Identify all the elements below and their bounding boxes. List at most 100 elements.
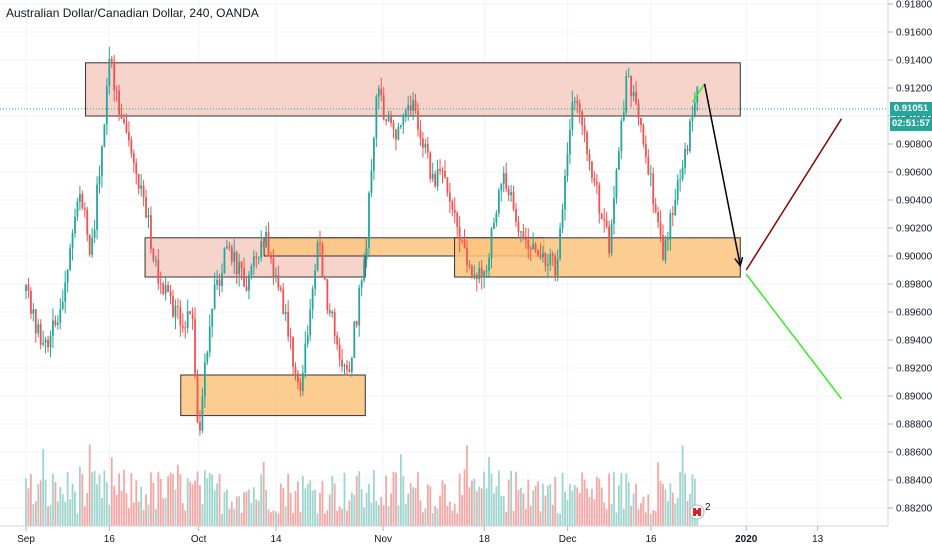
candle-body: [537, 250, 539, 256]
candle-body: [64, 282, 67, 302]
volume-bar: [265, 489, 267, 526]
volume-bar: [620, 472, 623, 526]
candle-body: [382, 95, 385, 120]
candle-body: [662, 235, 664, 261]
candle-body: [593, 178, 596, 182]
candle-body: [39, 324, 42, 345]
candle-body: [595, 181, 598, 185]
volume-bar: [397, 505, 400, 526]
candle-body: [637, 103, 640, 119]
x-tick-label: 2020: [735, 534, 758, 545]
candle-body: [350, 357, 353, 372]
volume-bar: [490, 473, 493, 526]
candle-body: [47, 339, 49, 348]
volume-bar: [581, 472, 584, 526]
support-zone[interactable]: [180, 374, 366, 417]
countdown-label: 02:51:57: [890, 116, 932, 131]
candle-body: [255, 256, 258, 258]
candle-body: [240, 261, 243, 269]
volume-bar: [350, 492, 353, 526]
volume-bar: [664, 489, 667, 526]
candle-body: [101, 146, 103, 176]
volume-bar: [426, 484, 429, 526]
volume-bar: [218, 473, 221, 526]
candle-body: [25, 284, 27, 291]
candle-body: [186, 311, 189, 328]
candle-body: [228, 246, 231, 248]
volume-bar: [167, 476, 169, 526]
y-tick-label: 0.89200: [896, 364, 932, 375]
volume-bar: [113, 485, 116, 526]
darkred-trend-line[interactable]: [745, 118, 843, 271]
price-axis[interactable]: 0.918000.916000.914000.912000.910000.908…: [887, 0, 932, 526]
green-trend-line[interactable]: [745, 273, 843, 400]
volume-bar: [561, 472, 564, 526]
candle-body: [520, 231, 522, 233]
support-zone[interactable]: [454, 237, 741, 278]
candle-body: [644, 144, 647, 157]
candle-body: [74, 216, 76, 234]
candle-body: [230, 247, 233, 262]
y-tick-label: 0.88400: [896, 476, 932, 487]
volume-bar: [502, 496, 505, 526]
volume-bar: [569, 483, 571, 526]
volume-bar: [539, 511, 542, 526]
volume-bar: [248, 489, 250, 526]
y-tick-label: 0.89800: [896, 280, 932, 291]
green-trend-line[interactable]: [692, 83, 706, 103]
y-tick-label: 0.91400: [896, 56, 932, 67]
candle-body: [44, 339, 47, 343]
drawings[interactable]: [692, 83, 843, 400]
volume-bar: [130, 473, 133, 526]
black-trend-arrow[interactable]: [703, 83, 742, 266]
candle-body: [177, 305, 179, 307]
volume-bar: [556, 512, 559, 526]
candle-body: [333, 312, 336, 336]
candle-body: [42, 342, 45, 345]
candle-body: [497, 190, 500, 213]
volume-bar: [537, 481, 539, 526]
volume-bar: [515, 471, 517, 526]
volume-bar: [333, 483, 336, 526]
volume-bar: [652, 510, 655, 526]
candle-body: [576, 100, 579, 104]
candle-body: [475, 274, 478, 280]
candle-body: [260, 241, 263, 258]
volume-bar: [52, 473, 54, 526]
candle-body: [466, 248, 468, 265]
volume-bar: [627, 482, 630, 526]
candle-body: [608, 226, 610, 254]
volume-bar: [240, 512, 243, 526]
time-axis[interactable]: Sep 16 Oct 14 Nov 18 Dec 16 2020 13: [0, 525, 888, 545]
volume-bar: [103, 470, 106, 526]
volume-bar: [250, 502, 253, 526]
volume-bar: [586, 488, 588, 526]
volume-bar: [691, 474, 694, 526]
candle-body: [311, 288, 314, 310]
candle-body: [679, 179, 682, 181]
candle-body: [468, 264, 471, 266]
candle-body: [654, 204, 657, 213]
volume-bar: [458, 473, 461, 526]
candle-body: [201, 396, 204, 431]
candle-body: [478, 267, 481, 280]
volume-bar: [647, 494, 650, 526]
candle-body: [208, 326, 211, 353]
candle-body: [446, 177, 449, 193]
volume-bar: [196, 471, 199, 526]
volume-bar: [466, 445, 468, 526]
candle-body: [282, 289, 285, 314]
volume-bar: [164, 497, 167, 526]
candle-body: [493, 222, 495, 230]
candle-body: [681, 167, 684, 180]
volume-bar: [578, 493, 581, 526]
candle-body: [603, 218, 606, 221]
volume-bar: [66, 471, 69, 526]
volume-bar: [422, 512, 424, 526]
volume-bar: [654, 510, 657, 526]
candle-body: [355, 321, 358, 326]
volume-bar: [108, 504, 111, 526]
candle-body: [448, 192, 451, 202]
event-marker[interactable]: 2: [689, 502, 711, 520]
